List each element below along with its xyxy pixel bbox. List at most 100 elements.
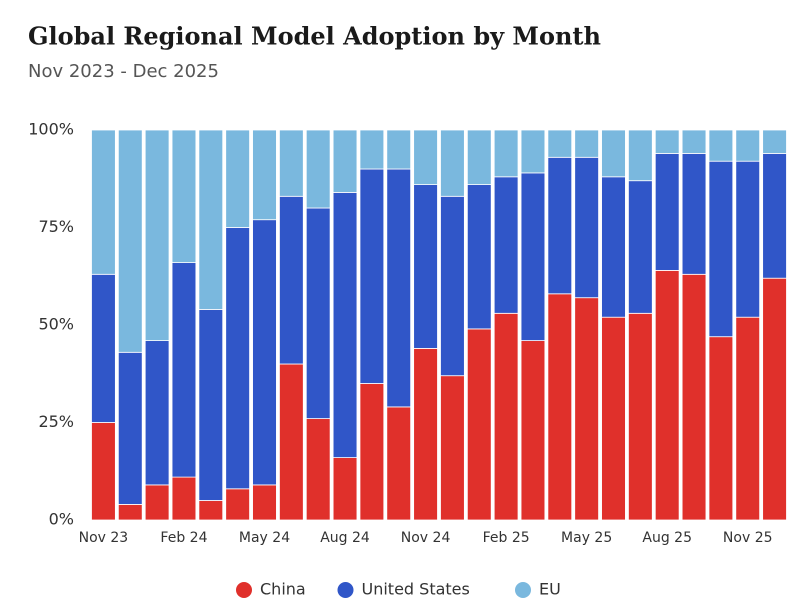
bar-segment xyxy=(332,129,358,193)
bar-segment xyxy=(520,340,546,521)
bar-segment xyxy=(171,476,197,521)
bar-segment xyxy=(628,312,653,521)
x-tick-label: Nov 25 xyxy=(723,530,773,546)
bar-segment xyxy=(252,484,277,521)
bar-segment xyxy=(654,152,680,271)
bar-segment xyxy=(628,129,653,182)
bar-segment xyxy=(466,129,492,185)
bar-segment xyxy=(332,191,358,459)
bar-segment xyxy=(359,129,385,170)
bar-segment xyxy=(547,156,573,295)
y-tick-label: 75% xyxy=(38,217,74,236)
chart-title: Global Regional Model Adoption by Month xyxy=(28,22,601,51)
bar-segment xyxy=(91,422,116,521)
bar-segment xyxy=(466,328,492,521)
bar-segment xyxy=(386,129,412,170)
bar-segment xyxy=(628,180,653,314)
legend-label: China xyxy=(260,580,306,599)
x-tick-label: May 25 xyxy=(561,530,612,546)
bar-segment xyxy=(279,195,304,365)
bar-segment xyxy=(305,418,331,521)
bar-segment xyxy=(520,172,546,341)
bar-segment xyxy=(359,383,385,521)
x-tick-label: May 24 xyxy=(239,530,290,546)
bar-segment xyxy=(574,156,599,299)
bar-segment xyxy=(708,160,734,338)
bar-segment xyxy=(305,129,331,209)
x-tick-label: Feb 25 xyxy=(483,530,530,546)
bar-segment xyxy=(547,129,573,158)
chart-subtitle: Nov 2023 - Dec 2025 xyxy=(28,61,219,82)
bar-segment xyxy=(386,406,412,521)
bar-segment xyxy=(386,168,412,408)
bar-segment xyxy=(413,184,438,349)
bar-segment xyxy=(681,152,707,275)
bar-segment xyxy=(681,273,707,521)
bar-segment xyxy=(440,129,465,197)
bar-segment xyxy=(91,273,116,423)
bar-segment xyxy=(762,277,787,521)
bar-segment xyxy=(359,168,385,384)
bar-segment xyxy=(305,207,331,420)
y-tick-label: 50% xyxy=(38,315,74,334)
bar-segment xyxy=(601,176,626,318)
bar-segment xyxy=(144,484,170,521)
bar-segment xyxy=(654,269,680,521)
legend-label: United States xyxy=(362,580,470,599)
x-tick-label: Feb 24 xyxy=(160,530,207,546)
bar-segment xyxy=(574,297,599,521)
bar-segment xyxy=(144,340,170,486)
bar-segment xyxy=(574,129,599,158)
bar-segment xyxy=(117,129,143,353)
bar-segment xyxy=(117,503,143,521)
legend-swatch xyxy=(236,582,252,598)
bar-segment xyxy=(493,176,519,314)
bar-segment xyxy=(520,129,546,174)
bar-segment xyxy=(198,308,224,501)
bar-segment xyxy=(198,129,224,310)
bar-segment xyxy=(735,129,761,162)
bar-segment xyxy=(601,316,626,521)
bar-segment xyxy=(332,457,358,521)
bar-segment xyxy=(279,129,304,197)
x-tick-label: Nov 23 xyxy=(79,530,129,546)
bar-segment xyxy=(762,129,787,154)
bar-segment xyxy=(144,129,170,342)
bar-segment xyxy=(279,363,304,521)
bar-segment xyxy=(762,152,787,279)
bar-segment xyxy=(225,227,250,490)
bar-segment xyxy=(117,351,143,505)
bar-segment xyxy=(225,129,250,228)
bar-segment xyxy=(198,500,224,521)
x-tick-label: Nov 24 xyxy=(401,530,451,546)
bar-segment xyxy=(493,312,519,521)
bar-segment xyxy=(171,262,197,478)
bar-segment xyxy=(654,129,680,154)
bar-segment xyxy=(225,488,250,521)
bar-segment xyxy=(252,219,277,486)
bar-segment xyxy=(252,129,277,221)
bar-segment xyxy=(466,184,492,330)
y-tick-label: 0% xyxy=(49,510,74,529)
bar-segment xyxy=(413,347,438,521)
bar-segment xyxy=(708,336,734,521)
y-tick-label: 100% xyxy=(28,120,74,139)
bar-segment xyxy=(601,129,626,178)
x-tick-label: Aug 24 xyxy=(320,530,370,546)
x-tick-label: Aug 25 xyxy=(642,530,692,546)
bar-segment xyxy=(440,375,465,521)
bar-segment xyxy=(547,293,573,521)
bar-segment xyxy=(735,316,761,521)
y-tick-label: 25% xyxy=(38,412,74,431)
bar-segment xyxy=(91,129,116,275)
bar-segment xyxy=(735,160,761,318)
legend-label: EU xyxy=(539,580,561,599)
bar-segment xyxy=(171,129,197,264)
bar-segment xyxy=(493,129,519,178)
legend-swatch xyxy=(515,582,531,598)
bar-segment xyxy=(681,129,707,154)
bar-segment xyxy=(413,129,438,185)
legend-swatch xyxy=(337,582,354,598)
bar-segment xyxy=(708,129,734,162)
